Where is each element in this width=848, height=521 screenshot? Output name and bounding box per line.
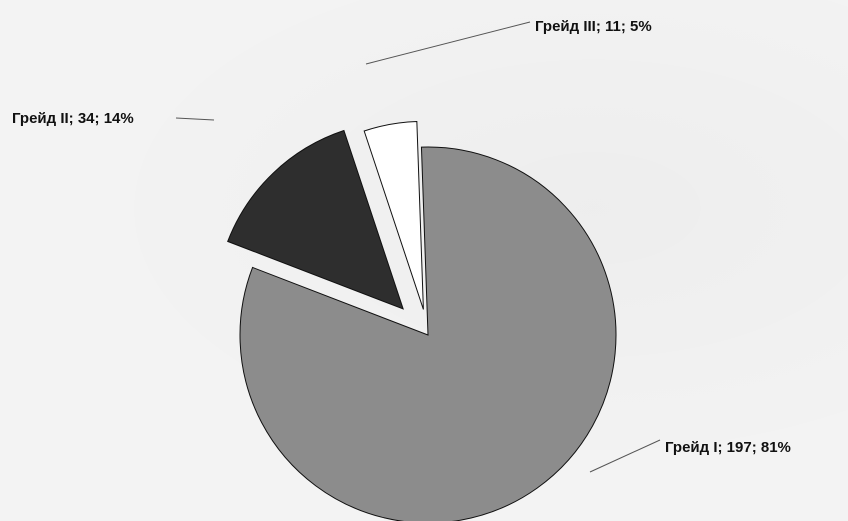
pie-slice-3 — [363, 121, 424, 310]
leader-line-3 — [365, 21, 531, 65]
slice-label-3: Грейд III; 11; 5% — [535, 18, 652, 35]
slice-label-1: Грейд I; 197; 81% — [665, 439, 791, 456]
slice-label-2: Грейд II; 34; 14% — [12, 110, 134, 127]
leader-line-1 — [589, 439, 661, 473]
pie-slice-2 — [227, 129, 404, 310]
leader-lines — [175, 21, 661, 473]
slices-layer — [227, 121, 617, 521]
pie-slice-1 — [239, 146, 617, 521]
slice-labels: Грейд I; 197; 81% Грейд II; 34; 14% Грейд … — [12, 18, 791, 456]
leader-line-2 — [175, 117, 215, 121]
